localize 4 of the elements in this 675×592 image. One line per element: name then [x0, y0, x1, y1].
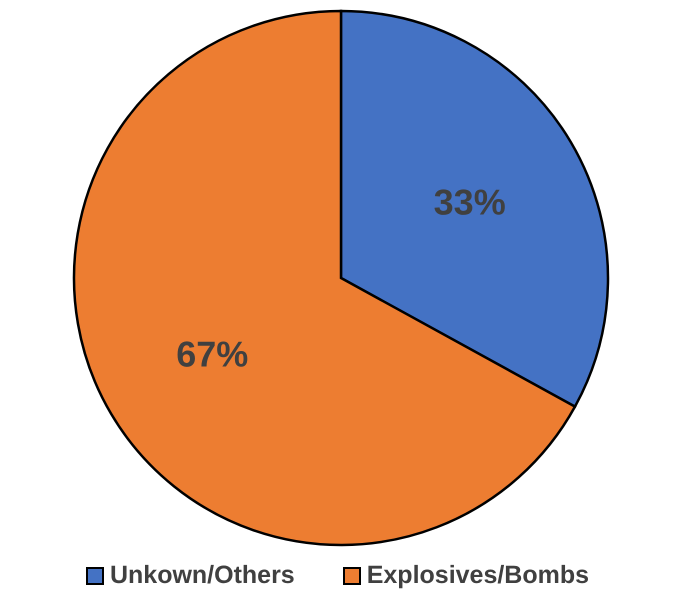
data-label: 67%	[176, 334, 248, 375]
legend-label: Explosives/Bombs	[366, 561, 590, 590]
legend-label: Unkown/Others	[110, 561, 295, 590]
data-label: 33%	[434, 181, 506, 222]
